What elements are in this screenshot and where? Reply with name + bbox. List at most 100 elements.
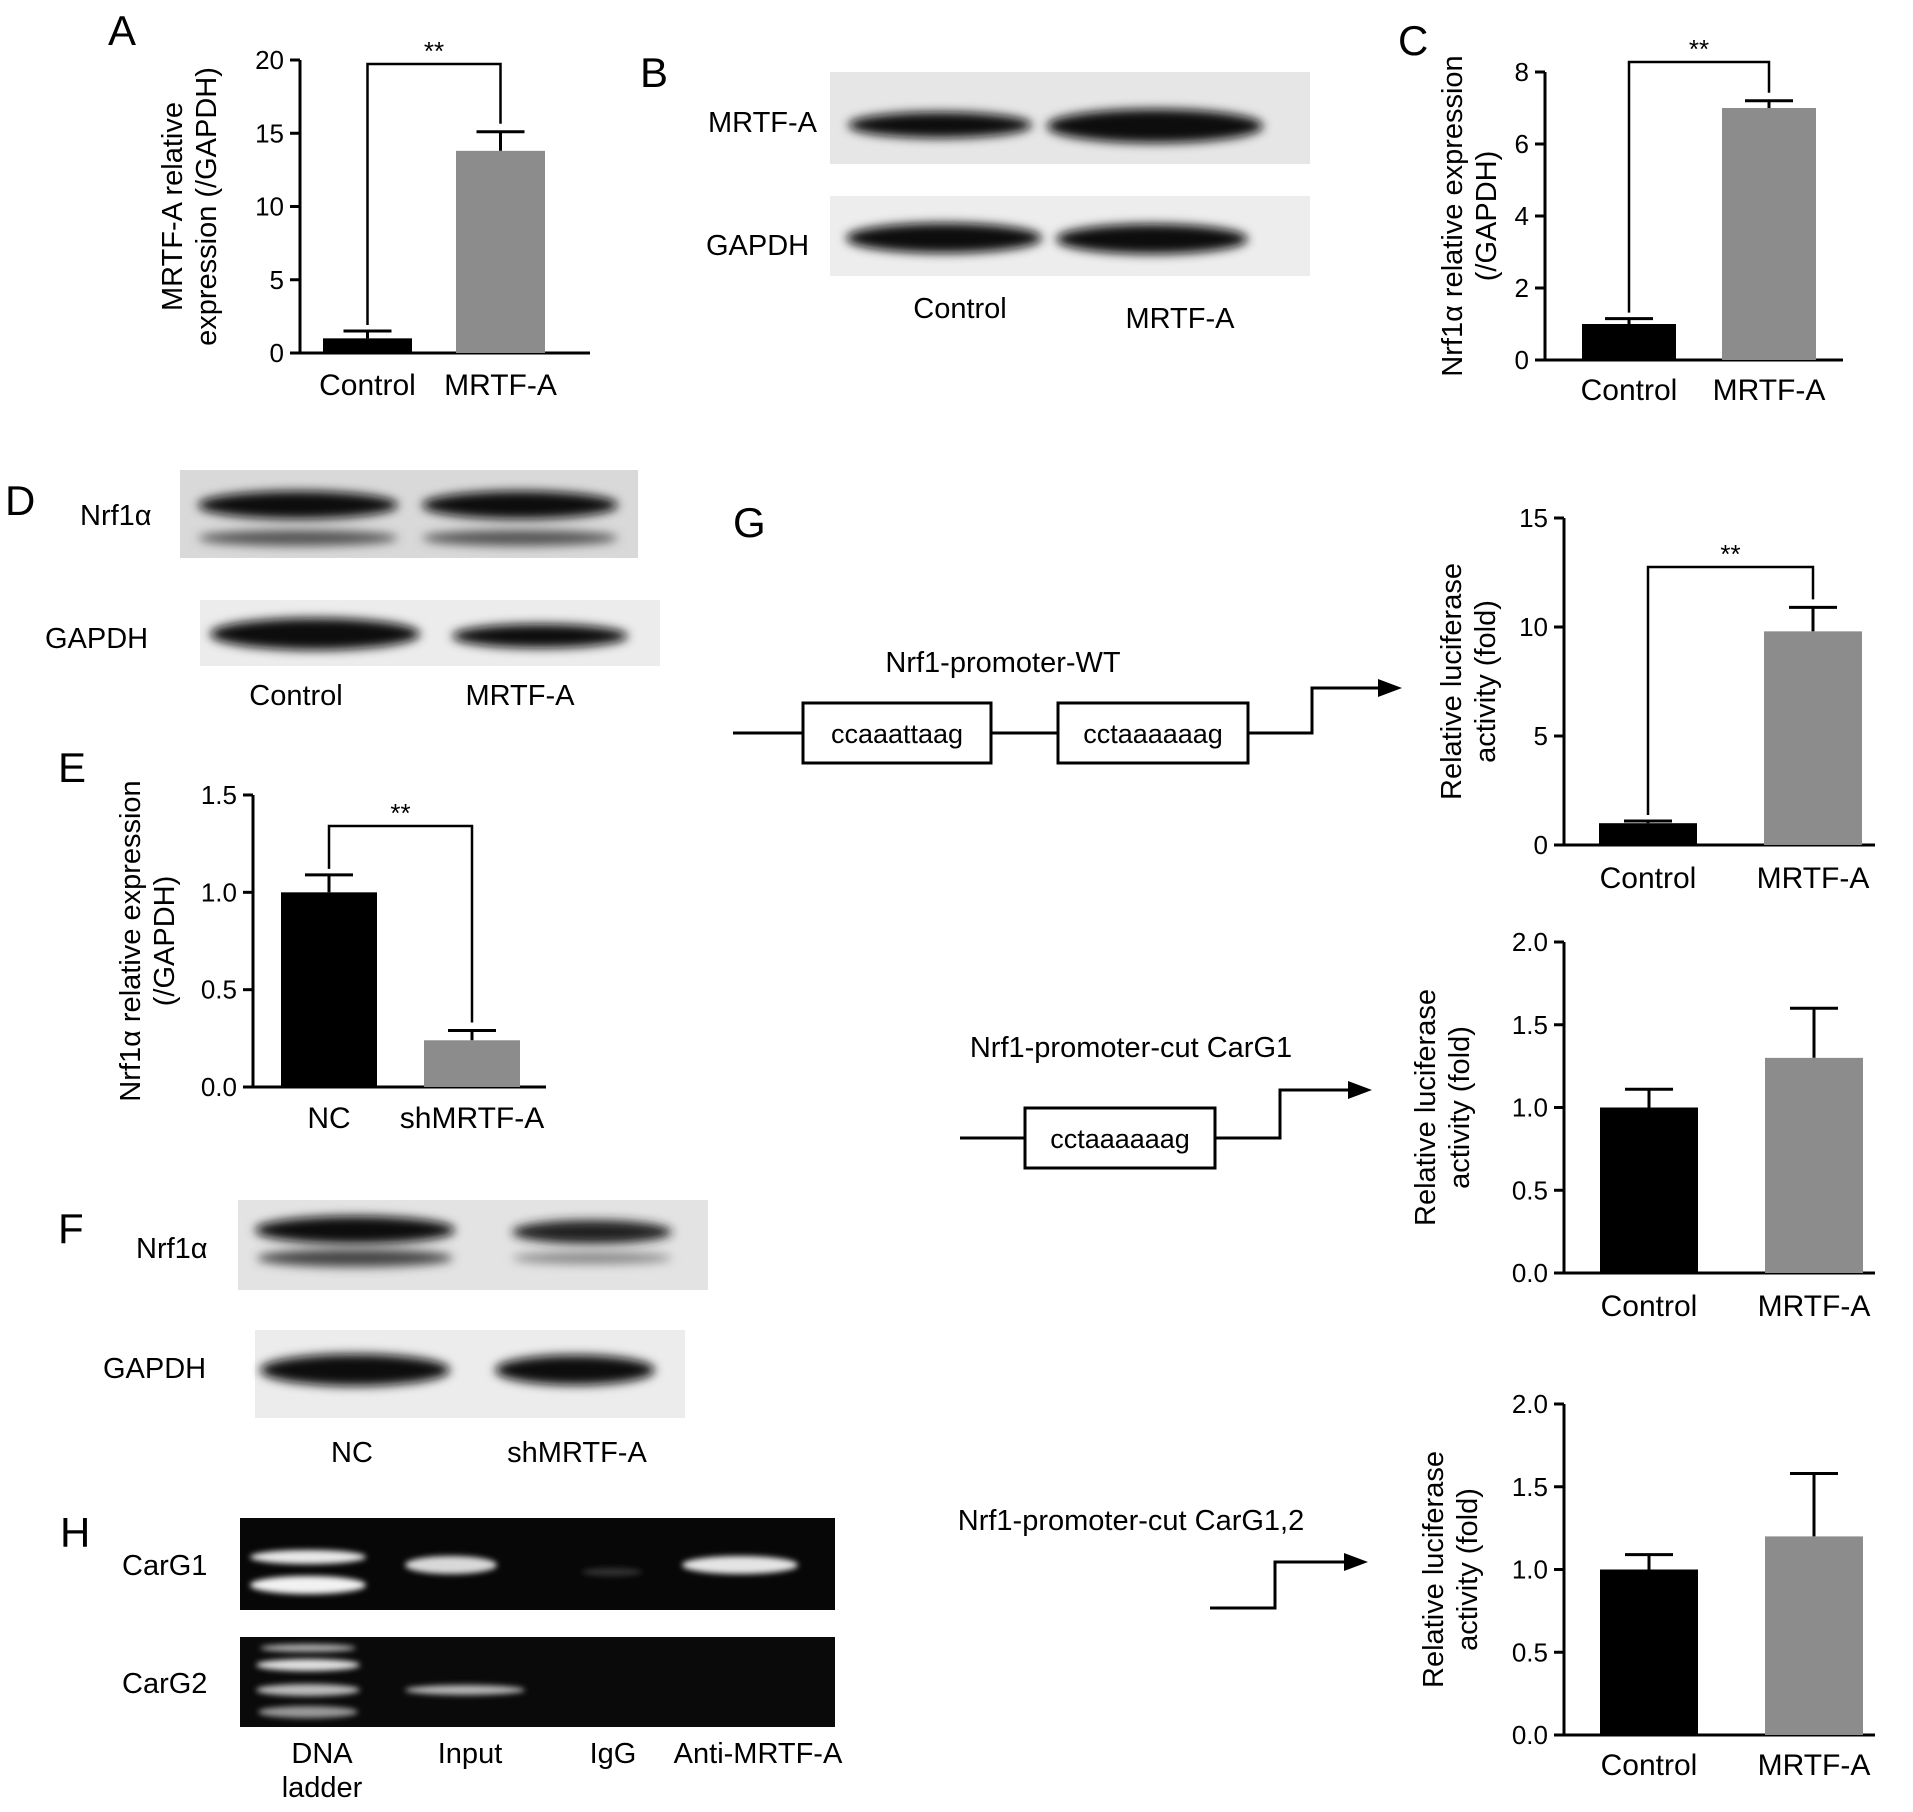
construct-cut1-box-seq: cctaaaaaag <box>1050 1124 1190 1154</box>
blot-panel-d: Nrf1α GAPDH Control MRTF-A <box>45 470 660 712</box>
construct-cut1-title: Nrf1-promoter-cut CarG1 <box>970 1032 1292 1064</box>
chart-c-category-label: MRTF-A <box>1713 374 1826 407</box>
gel-h-ladder-band-1 <box>250 1550 366 1564</box>
chart-e-ytick-label: 0.0 <box>201 1072 237 1102</box>
chart-e-ytick-label: 0.5 <box>201 975 237 1005</box>
gel-panel-h: CarG1 CarG2 DNA ladder Input IgG Anti-MR… <box>122 1518 843 1804</box>
chart-g3-y-axis-label: activity (fold) <box>1452 1488 1484 1651</box>
construct-wt-box-1-seq: ccaaattaag <box>831 719 963 749</box>
panel-letter-f: F <box>58 1205 84 1252</box>
chart-c-ytick-label: 4 <box>1515 201 1529 231</box>
blot-d-band-gapdh-mrtfa <box>452 624 628 648</box>
chart-e-category-label: NC <box>307 1102 350 1135</box>
chart-a-bar <box>323 338 412 353</box>
chart-c-category-label: Control <box>1581 374 1678 407</box>
chart-g2-ytick-label: 0.5 <box>1512 1175 1548 1205</box>
chart-c-nrf1-expression: 0 2 4 6 8 Control MRTF-A ** Nrf1α relative expre… <box>1437 34 1843 407</box>
gel-h-lane-igg: IgG <box>590 1738 637 1770</box>
blot-f-lane-shmrtfa: shMRTF-A <box>507 1437 647 1469</box>
chart-c-ytick-label: 2 <box>1515 273 1529 303</box>
chart-g2-category-label: MRTF-A <box>1758 1290 1871 1323</box>
chart-g1-ytick-label: 5 <box>1534 721 1548 751</box>
construct-cut-carg12: Nrf1-promoter-cut CarG1,2 <box>958 1505 1368 1610</box>
blot-f-band-nrf1-lower-sh <box>512 1252 672 1264</box>
gel-h-ladder-band-2 <box>250 1576 366 1594</box>
construct-cut12-title: Nrf1-promoter-cut CarG1,2 <box>958 1505 1305 1537</box>
chart-g2-category-label: Control <box>1601 1290 1698 1323</box>
chart-a-ytick-label: 10 <box>255 192 284 222</box>
blot-d-band-gapdh-control <box>210 618 420 650</box>
chart-e-bar <box>281 892 377 1087</box>
chart-g3-category-label: Control <box>1601 1749 1698 1782</box>
chart-g2-y-axis-label: Relative luciferase <box>1410 989 1442 1226</box>
gel-h-lane-ladder: ladder <box>282 1772 363 1804</box>
construct-cut-carg1: Nrf1-promoter-cut CarG1 cctaaaaaag <box>960 1032 1372 1170</box>
construct-wt-tss-arrow <box>1248 686 1382 735</box>
chart-e-y-axis-label: (/GAPDH) <box>149 876 181 1007</box>
chart-e-nrf1-knockdown: 0.0 0.5 1.0 1.5 NC shMRTF-A ** Nrf1α relative e… <box>115 780 546 1135</box>
chart-a-significance-bracket <box>366 62 502 326</box>
construct-cut1-arrowhead <box>1348 1081 1372 1099</box>
chart-e-significance-label: ** <box>390 798 410 828</box>
blot-f-band-gapdh-nc <box>260 1354 450 1386</box>
chart-g1-bar <box>1599 823 1697 845</box>
blot-d-band-nrf1-upper-control <box>198 491 398 519</box>
blot-f-strip-nrf1 <box>238 1200 708 1290</box>
chart-g-luciferase-wt: 0 5 10 15 Control MRTF-A ** Relative luciferase… <box>1436 503 1875 895</box>
gel-h-input-band-carg1 <box>405 1556 497 1574</box>
chart-e-category-label: shMRTF-A <box>400 1102 544 1135</box>
panel-letter-a: A <box>108 7 136 54</box>
chart-g3-ytick-label: 2.0 <box>1512 1389 1548 1419</box>
construct-cut1-box <box>1023 1106 1217 1170</box>
blot-d-lane-control: Control <box>249 680 343 712</box>
blot-b-band-gapdh-mrtfa <box>1056 224 1248 254</box>
gel-h-label-carg2: CarG2 <box>122 1668 207 1700</box>
chart-c-y-axis-label: Nrf1α relative expression <box>1437 55 1469 376</box>
gel-h-anti-band-carg1 <box>682 1556 798 1574</box>
gel-h-ladder-band-5 <box>256 1684 360 1696</box>
blot-f-lane-nc: NC <box>331 1437 373 1469</box>
blot-b-label-mrtfa: MRTF-A <box>708 107 818 139</box>
panel-letter-g: G <box>733 499 766 546</box>
chart-a-category-label: MRTF-A <box>444 369 557 402</box>
construct-wt-box-2-seq: cctaaaaaag <box>1083 719 1223 749</box>
chart-a-ytick-label: 20 <box>255 45 284 75</box>
chart-c-significance-bracket <box>1627 60 1771 313</box>
chart-g1-bar <box>1764 631 1862 845</box>
chart-g1-significance-bracket <box>1646 565 1815 816</box>
chart-g2-y-axis-label: activity (fold) <box>1444 1026 1476 1189</box>
chart-g3-ytick-label: 0.5 <box>1512 1637 1548 1667</box>
chart-a-ytick-label: 5 <box>270 265 284 295</box>
blot-f-label-gapdh: GAPDH <box>103 1353 206 1385</box>
chart-c-bar <box>1722 108 1816 360</box>
chart-c-ytick-label: 0 <box>1515 345 1529 375</box>
blot-f-band-nrf1-lower-nc <box>257 1249 453 1267</box>
gel-h-lane-anti-mrtfa: Anti-MRTF-A <box>674 1738 843 1770</box>
gel-h-lane-input: Input <box>438 1738 503 1770</box>
chart-g-luciferase-cut-carg12: 0.0 0.5 1.0 1.5 2.0 Control MRTF-A Relative luc… <box>1418 1389 1875 1782</box>
blot-b-lane-control: Control <box>913 293 1007 325</box>
chart-g3-ytick-label: 1.0 <box>1512 1555 1548 1585</box>
chart-g2-ytick-label: 1.5 <box>1512 1010 1548 1040</box>
blot-b-label-gapdh: GAPDH <box>706 230 809 262</box>
chart-e-y-axis-label: Nrf1α relative expression <box>115 780 147 1101</box>
chart-g3-ytick-label: 1.5 <box>1512 1472 1548 1502</box>
chart-g1-ytick-label: 15 <box>1519 503 1548 533</box>
chart-g3-bar <box>1600 1569 1698 1735</box>
chart-c-bar <box>1582 324 1676 360</box>
chart-e-ytick-label: 1.0 <box>201 877 237 907</box>
blot-panel-b: MRTF-A GAPDH Control MRTF-A <box>706 72 1310 335</box>
chart-g2-ytick-label: 1.0 <box>1512 1093 1548 1123</box>
chart-g-luciferase-cut-carg1: 0.0 0.5 1.0 1.5 2.0 Control MRTF-A Relative luc… <box>1410 927 1875 1323</box>
chart-e-ytick-label: 1.5 <box>201 780 237 810</box>
construct-cut12-tss-arrow <box>1210 1560 1348 1610</box>
blot-d-band-nrf1-upper-mrtfa <box>422 491 618 519</box>
chart-a-mrtfa-expression: 0 5 10 15 20 Control MRTF-A ** MRTF-A relative ex… <box>157 36 590 402</box>
panel-letter-h: H <box>60 1509 90 1556</box>
gel-h-input-band-carg2 <box>405 1685 525 1695</box>
chart-g2-bar <box>1765 1057 1863 1273</box>
blot-b-band-gapdh-control <box>846 223 1042 253</box>
gel-h-label-carg1: CarG1 <box>122 1550 207 1582</box>
blot-panel-f: Nrf1α GAPDH NC shMRTF-A <box>103 1200 708 1469</box>
